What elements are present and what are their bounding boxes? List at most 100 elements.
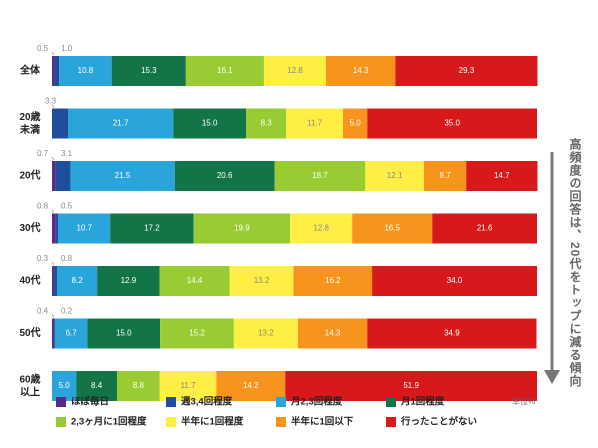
bar-segment <box>160 318 234 349</box>
bar-segment <box>229 266 294 296</box>
bar-segment <box>297 318 368 349</box>
down-arrow-icon <box>544 152 560 384</box>
bar-segment <box>367 108 537 139</box>
bar-segment <box>53 318 55 349</box>
bar-segment <box>174 161 275 191</box>
legend-swatch <box>56 417 66 427</box>
bar-segment <box>173 108 246 139</box>
legend-swatch <box>276 417 286 427</box>
bar-segment <box>293 266 373 296</box>
bar-segment <box>159 371 217 401</box>
small-value-label: 0.8 <box>61 254 73 263</box>
small-value-label: 0.2 <box>61 307 73 316</box>
bar-segment <box>68 108 174 139</box>
data-label: 34.9 <box>444 329 460 338</box>
legend-label: ほぼ毎日 <box>71 396 109 408</box>
legend-swatch <box>56 397 66 407</box>
legend-label: 月1回程度 <box>400 396 445 408</box>
bar-segment <box>343 108 368 139</box>
category-label: 全体 <box>19 64 41 77</box>
data-label: 13.2 <box>254 276 270 285</box>
leader-line <box>51 261 55 266</box>
data-label: 29.3 <box>459 66 475 75</box>
data-label: 8.3 <box>261 119 273 128</box>
data-label: 18.7 <box>312 171 328 180</box>
leader-line <box>51 104 55 108</box>
small-value-label: 0.7 <box>37 149 49 158</box>
data-label: 8.2 <box>72 276 84 285</box>
small-value-label: 0.5 <box>37 44 49 53</box>
legend-label: 2,3ヶ月に1回程度 <box>71 416 147 428</box>
legend-label: 月2,3回程度 <box>290 396 343 408</box>
data-label: 19.9 <box>234 224 250 233</box>
data-label: 51.9 <box>403 381 419 390</box>
bar-segment <box>326 56 396 86</box>
bar-segment <box>372 266 537 296</box>
data-label: 34.0 <box>447 276 463 285</box>
data-label: 5.0 <box>59 381 71 390</box>
data-label: 14.7 <box>494 171 510 180</box>
bar-segment <box>70 161 175 191</box>
data-label: 16.2 <box>325 276 341 285</box>
bar-segment <box>59 56 112 86</box>
category-label: 30代 <box>19 221 40 234</box>
category-label: 40代 <box>19 274 40 287</box>
data-label: 15.3 <box>141 66 157 75</box>
bar-segment <box>367 318 537 349</box>
legend-swatch <box>386 397 396 407</box>
data-label: 15.0 <box>116 329 132 338</box>
small-value-label: 1.0 <box>61 44 73 53</box>
data-label: 21.6 <box>477 224 493 233</box>
data-label: 10.7 <box>76 224 92 233</box>
bar-segment <box>55 161 71 191</box>
bar-segment <box>53 266 58 296</box>
data-label: 21.5 <box>115 171 131 180</box>
small-value-label: 0.8 <box>37 202 49 211</box>
small-value-label: 0.5 <box>61 202 73 211</box>
bar-segment <box>52 161 56 191</box>
legend-swatch <box>166 417 176 427</box>
bar-segment <box>52 108 69 139</box>
bar-segment <box>110 213 194 244</box>
legend-label: 半年に1回程度 <box>181 416 244 428</box>
bar-segment <box>263 56 327 86</box>
bar-segment <box>52 318 54 349</box>
bar-segment <box>274 161 366 191</box>
data-label: 13.2 <box>258 329 274 338</box>
data-label: 8.7 <box>440 171 452 180</box>
bar-segment <box>423 161 467 191</box>
bar-segment <box>97 266 160 296</box>
bar-segment <box>185 56 264 86</box>
bar-segment <box>57 266 98 296</box>
bar-segment <box>76 371 117 401</box>
bar-segment <box>58 213 111 244</box>
legend-swatch <box>166 397 176 407</box>
legend-swatch <box>276 397 286 407</box>
data-label: 12.1 <box>387 171 403 180</box>
data-label: 16.1 <box>217 66 233 75</box>
category-label: 20歳 <box>19 110 40 123</box>
category-label: 以上 <box>20 386 40 399</box>
category-label: 20代 <box>19 169 40 182</box>
bar-segment <box>52 56 55 86</box>
bar-segment <box>395 56 538 86</box>
data-label: 12.9 <box>121 276 137 285</box>
data-label: 17.2 <box>144 224 160 233</box>
data-label: 14.2 <box>243 381 259 390</box>
bar-segment <box>52 371 77 401</box>
bar-segment <box>216 371 286 401</box>
bar-segment <box>116 371 160 401</box>
legend-swatch <box>386 417 396 427</box>
category-label: 60歳 <box>19 373 40 386</box>
data-label: 14.3 <box>353 66 369 75</box>
category-label: 未満 <box>19 123 40 136</box>
data-label: 12.8 <box>313 224 329 233</box>
bar-segment <box>193 213 291 244</box>
leader-line <box>51 156 55 161</box>
bar-segment <box>159 266 230 296</box>
small-value-label: 0.3 <box>37 254 49 263</box>
bar-segment <box>52 213 56 244</box>
data-label: 12.8 <box>287 66 303 75</box>
